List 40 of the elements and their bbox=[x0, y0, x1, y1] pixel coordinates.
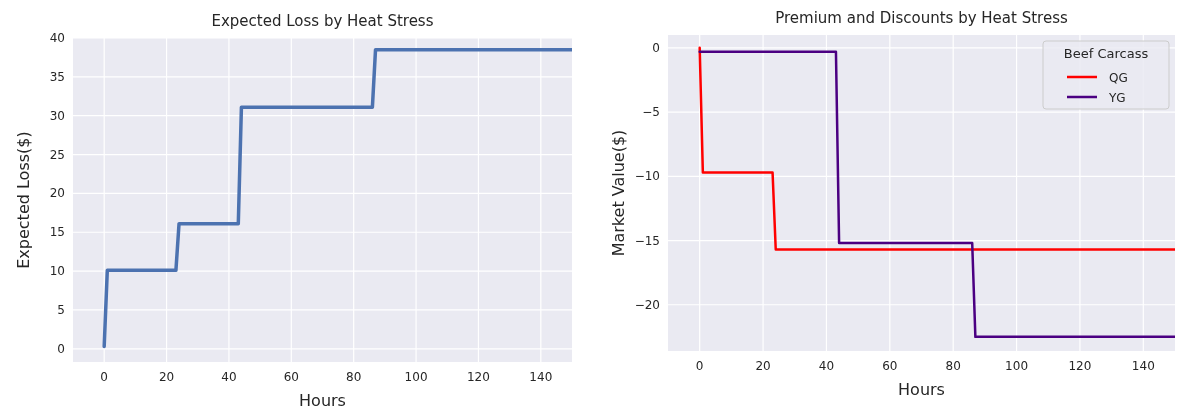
x-tick-label: 80 bbox=[945, 359, 961, 373]
x-tick-label: 120 bbox=[1068, 359, 1092, 373]
x-tick-label: 60 bbox=[283, 370, 299, 384]
legend-title: Beef Carcass bbox=[1063, 46, 1149, 61]
y-tick-label: 30 bbox=[49, 108, 65, 123]
y-tick-label: −20 bbox=[634, 297, 660, 312]
legend-label: QG bbox=[1109, 71, 1128, 85]
x-tick-label: 100 bbox=[404, 370, 428, 384]
x-tick-label: 60 bbox=[882, 359, 898, 373]
y-tick-label: 0 bbox=[652, 40, 660, 55]
x-tick-label: 0 bbox=[695, 359, 704, 373]
y-tick-label: 0 bbox=[57, 341, 65, 356]
y-tick-label: 5 bbox=[57, 302, 65, 317]
y-tick-label: 20 bbox=[49, 186, 65, 201]
y-tick-label: −5 bbox=[642, 105, 660, 120]
x-axis-title: Hours bbox=[898, 380, 945, 399]
y-axis-title: Market Value($) bbox=[609, 129, 628, 257]
x-tick-label: 20 bbox=[755, 359, 771, 373]
x-tick-label: 40 bbox=[221, 370, 237, 384]
chart-title: Expected Loss by Heat Stress bbox=[211, 12, 434, 30]
y-tick-label: 25 bbox=[49, 147, 65, 162]
x-tick-label: 40 bbox=[818, 359, 835, 373]
x-tick-label: 140 bbox=[529, 370, 553, 384]
y-tick-label: −15 bbox=[634, 233, 660, 248]
x-tick-label: 100 bbox=[1005, 359, 1029, 373]
line-series bbox=[102, 47, 572, 349]
y-axis-title: Expected Loss($) bbox=[14, 131, 33, 269]
y-tick-label: −10 bbox=[634, 169, 660, 184]
x-tick-label: 140 bbox=[1131, 359, 1155, 373]
y-tick-label: 40 bbox=[49, 31, 65, 45]
x-tick-label: 20 bbox=[158, 370, 175, 384]
y-tick-label: 35 bbox=[49, 69, 65, 84]
x-tick-label: 0 bbox=[100, 370, 109, 384]
x-axis-title: Hours bbox=[299, 391, 346, 410]
x-tick-label: 80 bbox=[346, 370, 362, 384]
x-tick-label: 120 bbox=[466, 370, 490, 384]
chart-title: Premium and Discounts by Heat Stress bbox=[775, 9, 1068, 27]
legend-label: YG bbox=[1108, 91, 1126, 105]
y-tick-label: 15 bbox=[49, 225, 65, 240]
y-tick-label: 10 bbox=[49, 264, 65, 279]
